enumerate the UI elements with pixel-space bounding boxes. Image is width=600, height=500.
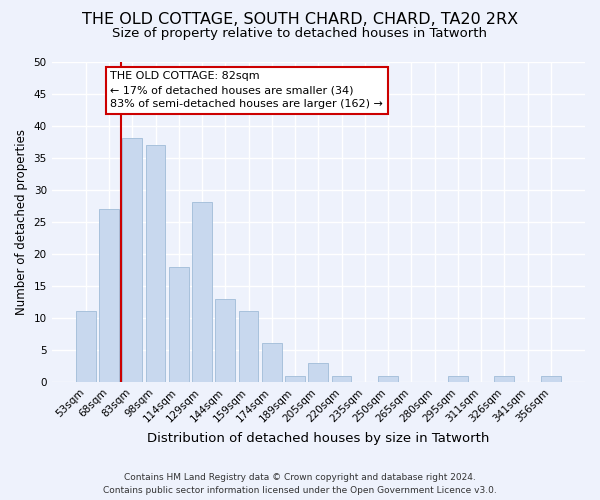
Text: THE OLD COTTAGE, SOUTH CHARD, CHARD, TA20 2RX: THE OLD COTTAGE, SOUTH CHARD, CHARD, TA2… [82,12,518,28]
Bar [541,376,561,382]
X-axis label: Distribution of detached houses by size in Tatworth: Distribution of detached houses by size … [147,432,490,445]
Text: Size of property relative to detached houses in Tatworth: Size of property relative to detached ho… [113,28,487,40]
Bar [122,138,142,382]
Bar [215,298,235,382]
Text: THE OLD COTTAGE: 82sqm
← 17% of detached houses are smaller (34)
83% of semi-det: THE OLD COTTAGE: 82sqm ← 17% of detached… [110,71,383,109]
Bar [332,376,352,382]
Y-axis label: Number of detached properties: Number of detached properties [15,128,28,314]
Bar [285,376,305,382]
Bar [192,202,212,382]
Bar [262,344,282,382]
Bar [494,376,514,382]
Bar [76,312,95,382]
Bar [448,376,468,382]
Bar [378,376,398,382]
Bar [146,145,166,382]
Bar [239,312,259,382]
Bar [308,362,328,382]
Bar [169,266,188,382]
Bar [99,209,119,382]
Text: Contains HM Land Registry data © Crown copyright and database right 2024.
Contai: Contains HM Land Registry data © Crown c… [103,473,497,495]
